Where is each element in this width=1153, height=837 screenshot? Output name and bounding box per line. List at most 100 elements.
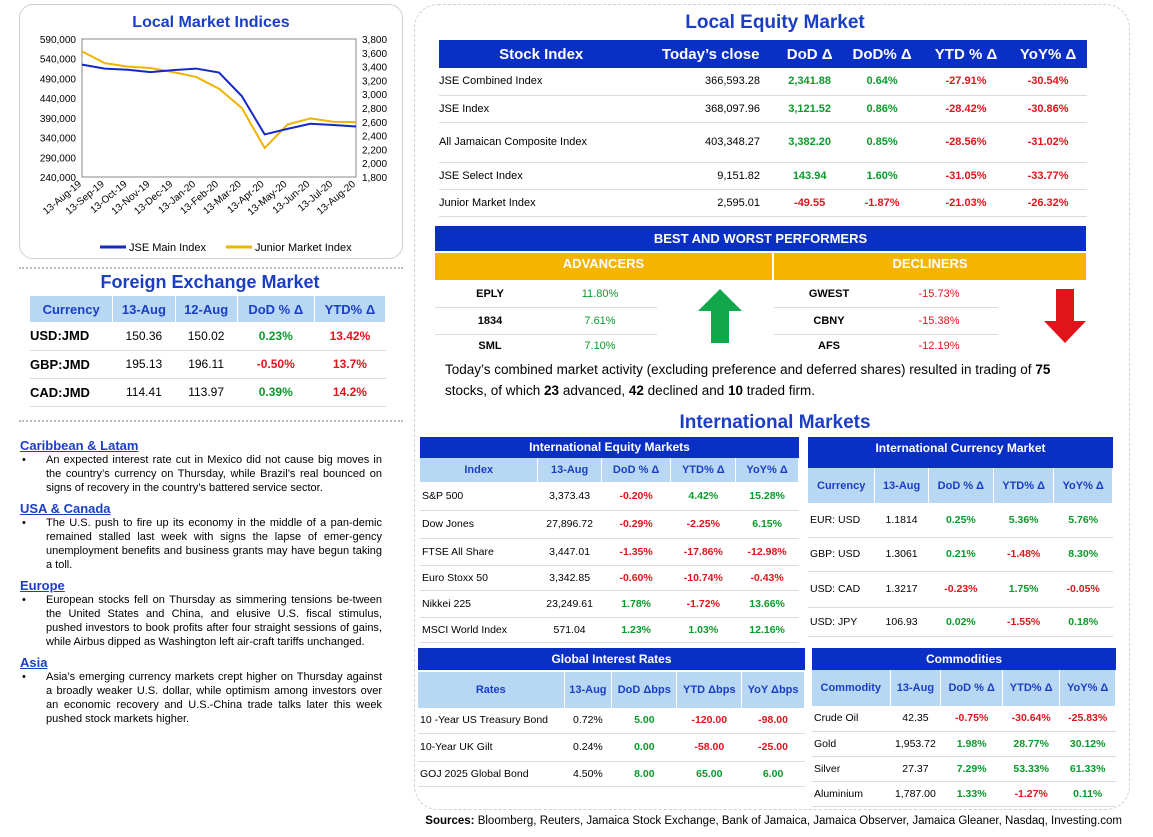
value-13-aug: 1,953.72	[890, 731, 941, 757]
stock-change: -15.38%	[918, 315, 960, 327]
value-13-aug: 27.37	[890, 756, 941, 782]
news-heading: USA & Canada	[20, 501, 111, 516]
yoy-value: -30.54%	[1009, 68, 1087, 96]
intl-currency-title: International Currency Market	[808, 437, 1113, 468]
ytd-value: 1.75%	[993, 571, 1054, 608]
dod-value: 1.78%	[601, 590, 671, 618]
rates-table: Rates 13-Aug DoD Δbps YTD Δbps YoY Δbps 10 -…	[418, 672, 805, 787]
index-name: All Jamaican Composite Index	[439, 122, 644, 163]
close-value: 366,593.28	[643, 68, 779, 96]
yoy-value: 12.16%	[735, 617, 799, 643]
index-name: JSE Index	[439, 95, 644, 123]
stock-symbol: GWEST	[808, 288, 850, 300]
table-row: 10-Year UK Gilt 0.24% 0.00 -58.00 -25.00	[418, 733, 805, 762]
column-header: YTD% Δ	[993, 468, 1055, 503]
yoy-value: -98.00	[741, 708, 805, 734]
column-header: Today’s close	[661, 45, 760, 63]
table-row: JSE Select Index 9,151.82 143.94 1.60% -31.0…	[439, 162, 1087, 190]
value-13-aug: 1.3061	[874, 537, 929, 572]
value-13-aug: 4.50%	[564, 761, 612, 787]
table-row: EUR: USD 1.1814 0.25% 5.36% 5.76%	[808, 503, 1113, 538]
value-13-aug: 571.04	[537, 617, 602, 643]
news-text: Asia’s emerging currency markets crept h…	[46, 671, 382, 725]
y-left-tick: 590,000	[40, 35, 77, 46]
yoy-value: 0.11%	[1059, 781, 1116, 807]
dod-value: -0.60%	[601, 565, 671, 591]
table-row: Aluminium 1,787.00 1.33% -1.27% 0.11%	[812, 781, 1116, 807]
dodp-value: -1.87%	[841, 189, 923, 217]
y-left-tick: 240,000	[40, 173, 77, 184]
table-row: Euro Stoxx 50 3,342.85 -0.60% -10.74% -0.43%	[420, 565, 799, 591]
dod-value: 8.00	[611, 761, 677, 787]
column-header: YoY% Δ	[1059, 670, 1116, 706]
column-header: YoY Δbps	[741, 672, 805, 708]
value-13-aug: 3,447.01	[537, 538, 602, 566]
yoy-value: 15.28%	[735, 482, 799, 511]
row-label: Gold	[812, 731, 891, 757]
ytd-value: -28.56%	[922, 122, 1010, 163]
legend-label-main: JSE Main Index	[129, 242, 207, 254]
value-13-aug: 27,896.72	[537, 510, 602, 539]
row-label: GBP: USD	[808, 537, 875, 572]
news-text: The U.S. push to fire up its economy in …	[46, 517, 382, 571]
column-header: 13-Aug	[112, 296, 176, 322]
y-right-tick: 3,200	[362, 76, 387, 87]
row-label: Dow Jones	[420, 510, 538, 539]
rate-12-aug: 196.11	[175, 350, 238, 379]
yoy-value: -12.98%	[735, 538, 799, 566]
bullet-icon: •	[22, 594, 26, 606]
stock-change: 7.10%	[584, 340, 616, 352]
performer-row: SML 7.10%	[435, 335, 657, 357]
performer-row: 1834 7.61%	[435, 308, 657, 335]
yoy-value: -33.77%	[1009, 162, 1087, 190]
bullet-icon: •	[22, 671, 26, 683]
ytd-value: -17.86%	[670, 538, 736, 566]
dod-value: -49.55	[778, 189, 842, 217]
row-label: USD: CAD	[808, 571, 875, 608]
ytd-value: 65.00	[676, 761, 742, 787]
table-row: Junior Market Index 2,595.01 -49.55 -1.87% -…	[439, 189, 1087, 217]
y-right-tick: 2,200	[362, 145, 387, 156]
performer-row: CBNY -15.38%	[774, 308, 998, 335]
stock-symbol: SML	[478, 340, 502, 352]
value-13-aug: 42.35	[890, 706, 941, 732]
yoy-value: -31.02%	[1009, 122, 1087, 163]
value-13-aug: 0.24%	[564, 733, 612, 762]
performers-title: BEST AND WORST PERFORMERS	[435, 226, 1086, 251]
news-heading: Caribbean & Latam	[20, 438, 139, 453]
table-row: Crude Oil 42.35 -0.75% -30.64% -25.83%	[812, 706, 1116, 732]
table-row: FTSE All Share 3,447.01 -1.35% -17.86% -12.9…	[420, 538, 799, 566]
ytd-value: 1.03%	[670, 617, 736, 643]
column-header: Currency	[808, 468, 876, 503]
value-13-aug: 106.93	[874, 607, 929, 637]
close-value: 2,595.01	[643, 189, 779, 217]
row-label: Nikkei 225	[420, 590, 538, 618]
row-label: MSCI World Index	[420, 617, 538, 643]
dod-value: 0.25%	[928, 503, 994, 538]
ytd-value: -58.00	[676, 733, 742, 762]
table-row: JSE Index 368,097.96 3,121.52 0.86% -28.42% -…	[439, 95, 1087, 123]
decliners-header: DECLINERS	[774, 253, 1086, 280]
decliners-list: GWEST -15.73% CBNY -15.38% AFS -12.19%	[774, 281, 998, 357]
yoy-value: 6.00	[741, 761, 805, 787]
performer-row: EPLY 11.80%	[435, 281, 657, 308]
stock-change: 7.61%	[584, 315, 616, 327]
plot-frame	[81, 38, 357, 178]
value-13-aug: 1.1814	[874, 503, 929, 538]
yoy-value: -25.00	[741, 733, 805, 762]
table-row: GBP:JMD 195.13 196.11 -0.50% 13.7%	[30, 350, 386, 379]
ytd-value: -31.05%	[922, 162, 1010, 190]
column-header: DoD% Δ	[852, 45, 912, 63]
row-label: Silver	[812, 756, 891, 782]
y-right-tick: 2,400	[362, 132, 387, 143]
yoy-value: -0.05%	[1053, 571, 1113, 608]
ytd-value: 13.42%	[314, 322, 386, 351]
yoy-value: 13.66%	[735, 590, 799, 618]
row-label: Euro Stoxx 50	[420, 565, 538, 591]
column-header: YoY% Δ	[1053, 468, 1113, 503]
dod-value: 0.23%	[237, 322, 315, 351]
dod-value: -0.23%	[928, 571, 994, 608]
column-header: Currency	[30, 296, 114, 322]
stock-symbol: 1834	[477, 315, 503, 327]
ytd-value: 14.2%	[314, 378, 386, 407]
